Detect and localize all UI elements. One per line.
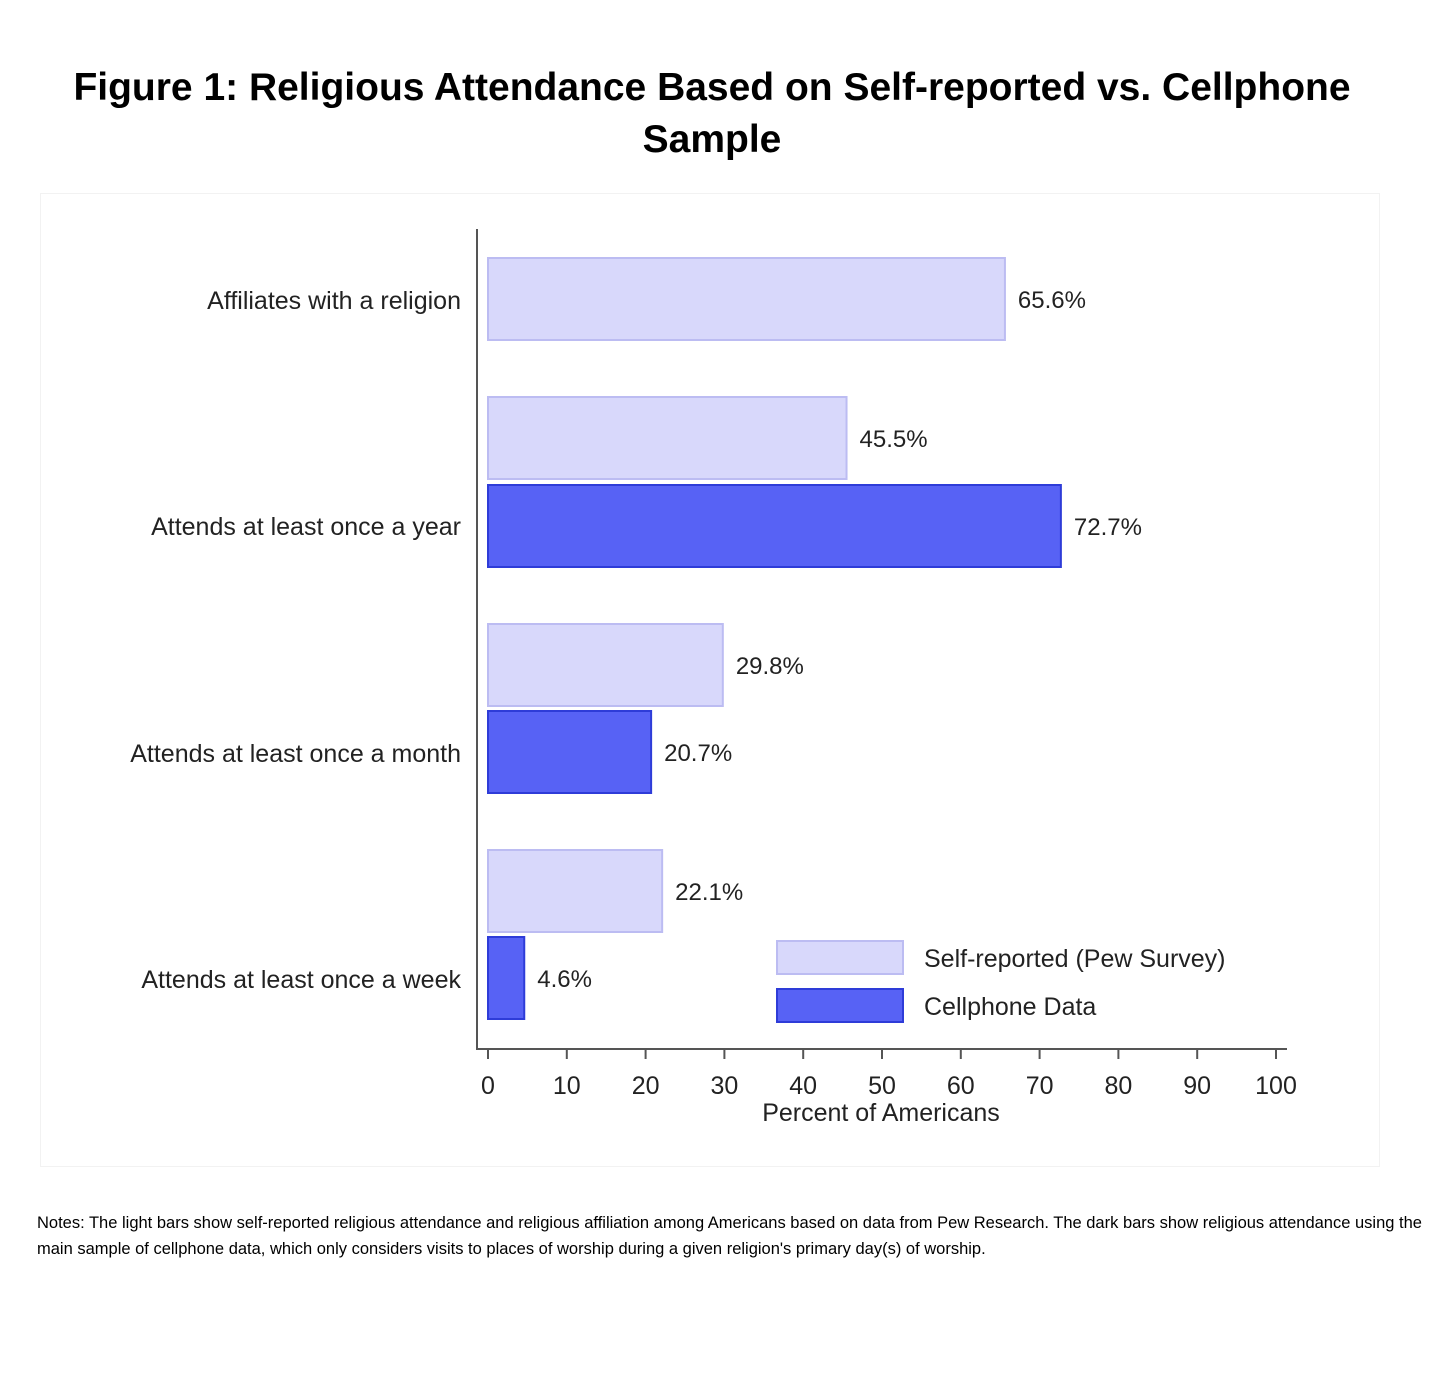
category-label: Affiliates with a religion [207, 287, 461, 315]
bar-self-reported [487, 257, 1006, 341]
bar-value-label: 29.8% [736, 653, 804, 680]
bar-value-label: 4.6% [537, 966, 592, 993]
legend-label: Self-reported (Pew Survey) [924, 945, 1226, 973]
x-tick-label: 100 [1255, 1072, 1297, 1100]
x-tick-label: 90 [1183, 1072, 1211, 1100]
category-label: Attends at least once a week [141, 966, 461, 994]
x-axis-title: Percent of Americans [762, 1099, 1000, 1127]
x-tick-label: 0 [481, 1072, 495, 1100]
bar-cellphone [487, 710, 653, 794]
category-label: Attends at least once a month [130, 740, 461, 768]
bar-cellphone [487, 936, 526, 1020]
x-tick-label: 80 [1104, 1072, 1132, 1100]
bar-value-label: 65.6% [1018, 287, 1086, 314]
bar-self-reported [487, 396, 848, 480]
bar-self-reported [487, 849, 664, 933]
x-tick-label: 50 [868, 1072, 896, 1100]
x-tick-label: 20 [632, 1072, 660, 1100]
bar-chart: 65.6% 45.5% 29.8% 22.1% 72.7% 20.7% 4.6% Affil… [130, 229, 1297, 1127]
figure-notes: Notes: The light bars show self-reported… [37, 1214, 1422, 1258]
x-tick-label: 60 [947, 1072, 975, 1100]
legend-label: Cellphone Data [924, 993, 1096, 1021]
x-tick-label: 70 [1026, 1072, 1054, 1100]
figure-title: Figure 1: Religious Attendance Based on … [73, 66, 1351, 161]
legend: Self-reported (Pew Survey) Cellphone Data [776, 940, 1226, 1023]
bars-layer [487, 257, 1062, 1020]
bar-value-label: 22.1% [675, 879, 743, 906]
category-labels-layer: Affiliates with a religion Attends at lea… [130, 287, 461, 994]
legend-swatch-cellphone [776, 988, 904, 1023]
value-labels-layer: 65.6% 45.5% 29.8% 22.1% 72.7% 20.7% 4.6% [537, 287, 1142, 993]
x-tick-label: 30 [710, 1072, 738, 1100]
bar-value-label: 72.7% [1074, 514, 1142, 541]
chart-frame: 65.6% 45.5% 29.8% 22.1% 72.7% 20.7% 4.6% Affil… [40, 193, 1380, 1167]
x-ticks-layer: 0 10 20 30 40 50 60 70 80 90 100 [481, 1049, 1297, 1100]
bar-self-reported [487, 623, 724, 707]
category-label: Attends at least once a year [151, 513, 461, 541]
bar-value-label: 45.5% [860, 426, 928, 453]
legend-swatch-self-reported [776, 940, 904, 975]
bar-value-label: 20.7% [664, 740, 732, 767]
x-tick-label: 10 [553, 1072, 581, 1100]
bar-cellphone [487, 484, 1062, 568]
x-tick-label: 40 [789, 1072, 817, 1100]
